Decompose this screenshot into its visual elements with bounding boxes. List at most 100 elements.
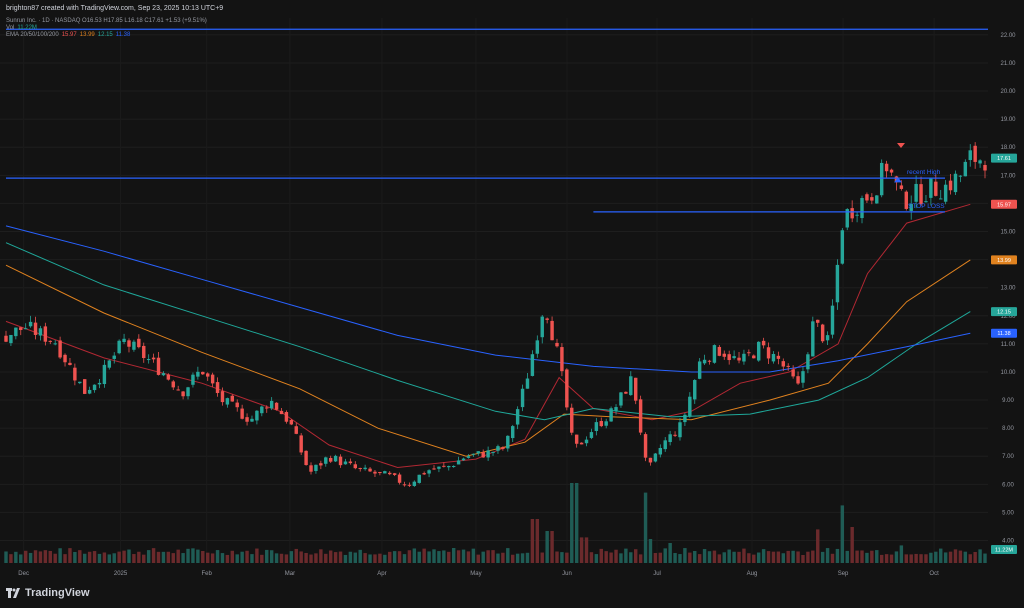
volume-bar	[973, 551, 977, 563]
time-tick-label: Dec	[18, 571, 29, 577]
candle-body	[742, 353, 746, 362]
volume-bar	[574, 483, 579, 563]
candle-body	[397, 474, 402, 483]
volume-bar	[496, 553, 500, 563]
price-chart[interactable]: recent High STOP LOSS 4.00 5.00 6.00 7.00 8.0…	[0, 18, 1024, 580]
candle-body	[786, 365, 790, 367]
price-label-box	[991, 153, 1017, 163]
candle-body	[727, 354, 731, 361]
candle-body	[240, 408, 244, 419]
footer: TradingView	[0, 580, 1024, 608]
volume-bar	[38, 551, 43, 563]
candle-body	[491, 452, 495, 454]
time-tick-label: May	[470, 571, 481, 577]
price-tick-label: 20.00	[1000, 89, 1016, 95]
volume-bar	[816, 529, 820, 563]
volume-bar	[545, 531, 549, 563]
candle-body	[215, 382, 220, 394]
volume-bar	[201, 551, 205, 563]
volume-bar	[171, 553, 175, 563]
candle-body	[638, 399, 643, 433]
volume-bar	[378, 553, 382, 563]
candle-body	[663, 440, 667, 450]
candle-body	[161, 373, 166, 376]
volume-bar	[43, 550, 48, 563]
volume-bar	[156, 551, 161, 563]
candle-body	[506, 435, 510, 449]
candle-body	[127, 340, 131, 347]
volume-bar	[314, 553, 318, 563]
volume-bar	[151, 548, 156, 563]
time-axis[interactable]: Dec 2025 Feb Mar Apr May Jun Jul Aug Sep Oct	[18, 571, 939, 577]
volume-bar	[161, 551, 166, 563]
volume-bar	[422, 548, 426, 563]
volume-bar	[678, 554, 682, 563]
candle-body	[279, 410, 284, 415]
volume-bar	[840, 505, 845, 563]
volume-bar	[830, 553, 835, 563]
horizontal-levels[interactable]	[6, 28, 990, 213]
candle-body	[363, 467, 367, 470]
volume-bar	[442, 550, 446, 563]
candle-body	[250, 418, 254, 422]
candle-body	[378, 472, 382, 474]
volume-bar	[633, 549, 638, 563]
candle-body	[48, 340, 52, 342]
volume-bar	[914, 553, 918, 563]
candle-body	[668, 434, 672, 443]
sell-arrow-icon	[897, 143, 905, 149]
candle-body	[43, 326, 48, 342]
volume-bar	[648, 539, 653, 563]
volume-bar	[978, 549, 982, 563]
candle-body	[816, 319, 820, 323]
volume-bar	[570, 483, 574, 563]
candle-body	[19, 327, 23, 331]
candle-body	[688, 396, 692, 417]
tradingview-logo[interactable]: TradingView	[6, 587, 90, 599]
candle-body	[574, 434, 579, 444]
price-axis[interactable]: 4.005.006.007.008.009.0010.0011.0012.001…	[988, 18, 1024, 580]
volume-bar	[786, 550, 790, 563]
volume-bar	[407, 550, 412, 563]
candle-body	[373, 471, 377, 474]
price-tick-label: 19.00	[1000, 117, 1016, 123]
candle-body	[653, 453, 658, 462]
candle-body	[501, 447, 505, 449]
volume-bar	[520, 553, 525, 563]
candle-body	[447, 466, 451, 468]
candle-body	[107, 360, 112, 368]
volume-bar	[461, 549, 466, 563]
volume-bar	[506, 548, 510, 563]
candle-body	[166, 374, 171, 380]
candle-body	[53, 343, 57, 345]
candle-body	[269, 400, 274, 409]
candle-body	[904, 191, 908, 209]
volume-bar	[934, 551, 938, 563]
volume-bar	[87, 551, 92, 563]
volume-bar	[265, 549, 269, 563]
candle-body	[33, 322, 38, 335]
candle-body	[437, 466, 441, 469]
volume-bar	[747, 553, 751, 563]
candle-body	[68, 362, 72, 365]
volume-bar	[299, 551, 303, 563]
candle-body	[471, 453, 476, 455]
candle-body	[619, 392, 623, 406]
candle-body	[338, 456, 343, 466]
candle-body	[929, 178, 933, 198]
legend-volume: Vol 11.22M	[6, 25, 40, 32]
candle-body	[442, 465, 446, 467]
volume-bar	[919, 554, 923, 563]
volume-bar	[884, 554, 889, 563]
candle-body	[983, 165, 987, 171]
volume-bar	[535, 519, 540, 563]
candle-body	[889, 169, 894, 173]
volume-bar	[181, 553, 185, 563]
volume-bar	[392, 551, 397, 563]
volume-bar	[210, 553, 215, 563]
candle-body	[658, 447, 663, 455]
candle-body	[963, 161, 968, 177]
candle-body	[756, 341, 761, 361]
volume-bar	[530, 519, 535, 563]
candle-body	[678, 422, 682, 438]
